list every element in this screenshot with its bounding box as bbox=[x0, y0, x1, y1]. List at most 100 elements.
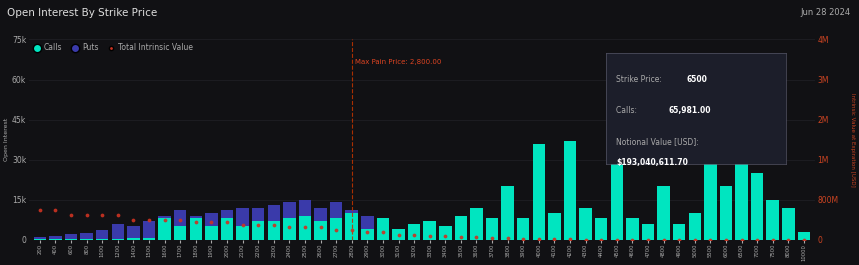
Bar bbox=[611, 144, 623, 240]
Text: Jun 28 2024: Jun 28 2024 bbox=[801, 8, 850, 17]
Bar bbox=[96, 239, 108, 240]
Bar bbox=[81, 233, 93, 240]
Bar bbox=[704, 162, 716, 240]
Bar bbox=[49, 236, 62, 240]
Bar bbox=[96, 231, 108, 240]
Bar bbox=[127, 226, 140, 240]
Text: Strike Price:: Strike Price: bbox=[617, 75, 665, 84]
Bar bbox=[626, 239, 638, 240]
Bar bbox=[158, 218, 171, 240]
Bar bbox=[64, 235, 77, 240]
Bar bbox=[673, 224, 685, 240]
Point bbox=[189, 220, 203, 224]
Bar bbox=[81, 239, 93, 240]
Bar bbox=[454, 235, 467, 240]
Point bbox=[392, 233, 405, 237]
Bar bbox=[174, 210, 186, 240]
Bar bbox=[236, 208, 249, 240]
Bar bbox=[502, 186, 514, 240]
Point bbox=[344, 228, 358, 232]
Bar bbox=[112, 224, 124, 240]
Bar bbox=[751, 239, 764, 240]
Bar bbox=[377, 218, 389, 240]
Legend: Calls, Puts, Total Intrinsic Value: Calls, Puts, Total Intrinsic Value bbox=[33, 43, 193, 52]
Point bbox=[516, 237, 530, 241]
Text: Open Interest By Strike Price: Open Interest By Strike Price bbox=[7, 8, 157, 18]
Bar bbox=[112, 239, 124, 240]
Bar bbox=[252, 208, 265, 240]
Point bbox=[719, 238, 733, 242]
Bar bbox=[439, 226, 452, 240]
Point bbox=[782, 238, 795, 242]
Bar bbox=[642, 239, 655, 240]
Bar bbox=[517, 238, 529, 240]
Bar bbox=[470, 235, 483, 240]
Point bbox=[704, 238, 717, 242]
Bar bbox=[330, 202, 343, 240]
Point bbox=[485, 236, 499, 240]
Bar bbox=[408, 224, 420, 240]
Point bbox=[797, 238, 811, 242]
Point bbox=[564, 237, 577, 241]
Text: Max Pain Price: 2,800.00: Max Pain Price: 2,800.00 bbox=[355, 60, 442, 65]
Text: Notional Value [USD]:: Notional Value [USD]: bbox=[617, 138, 702, 147]
Bar bbox=[657, 186, 670, 240]
Bar bbox=[393, 229, 405, 240]
Text: Calls:: Calls: bbox=[617, 107, 640, 116]
Point bbox=[579, 237, 593, 242]
Point bbox=[204, 220, 218, 224]
Point bbox=[235, 223, 249, 227]
Bar bbox=[423, 221, 436, 240]
Point bbox=[376, 230, 390, 235]
Point bbox=[734, 238, 748, 242]
Point bbox=[361, 230, 375, 235]
Bar bbox=[579, 239, 592, 240]
Text: 65,981.00: 65,981.00 bbox=[668, 107, 711, 116]
Point bbox=[625, 237, 639, 242]
Bar bbox=[595, 239, 607, 240]
Point bbox=[252, 223, 265, 227]
Point bbox=[656, 238, 670, 242]
Bar bbox=[751, 173, 764, 240]
Bar bbox=[267, 221, 280, 240]
Bar bbox=[283, 202, 295, 240]
Point bbox=[470, 235, 484, 239]
Bar bbox=[720, 186, 732, 240]
Bar bbox=[626, 218, 638, 240]
Bar bbox=[766, 200, 779, 240]
Bar bbox=[34, 239, 46, 240]
Bar bbox=[689, 213, 701, 240]
Bar bbox=[517, 218, 529, 240]
Bar bbox=[299, 200, 311, 240]
Bar bbox=[190, 218, 202, 240]
Bar bbox=[221, 210, 234, 240]
Point bbox=[158, 218, 172, 222]
Bar bbox=[143, 238, 155, 240]
Point bbox=[329, 228, 343, 232]
Point bbox=[501, 236, 515, 240]
Bar bbox=[782, 208, 795, 240]
Bar bbox=[283, 218, 295, 240]
Bar bbox=[205, 226, 217, 240]
Point bbox=[438, 234, 452, 238]
Bar bbox=[361, 229, 374, 240]
Point bbox=[126, 218, 140, 222]
Point bbox=[610, 237, 624, 242]
Bar bbox=[533, 144, 545, 240]
Bar bbox=[673, 239, 685, 240]
Point bbox=[407, 233, 421, 237]
Bar bbox=[689, 239, 701, 240]
Point bbox=[673, 238, 686, 242]
Bar bbox=[470, 208, 483, 240]
Point bbox=[641, 238, 655, 242]
Point bbox=[750, 238, 764, 242]
Bar bbox=[486, 236, 498, 240]
Bar bbox=[423, 233, 436, 240]
Bar bbox=[377, 221, 389, 240]
Bar bbox=[314, 221, 326, 240]
Bar bbox=[361, 216, 374, 240]
Point bbox=[267, 223, 281, 227]
Bar bbox=[439, 232, 452, 240]
Point bbox=[532, 237, 545, 241]
Bar bbox=[252, 221, 265, 240]
